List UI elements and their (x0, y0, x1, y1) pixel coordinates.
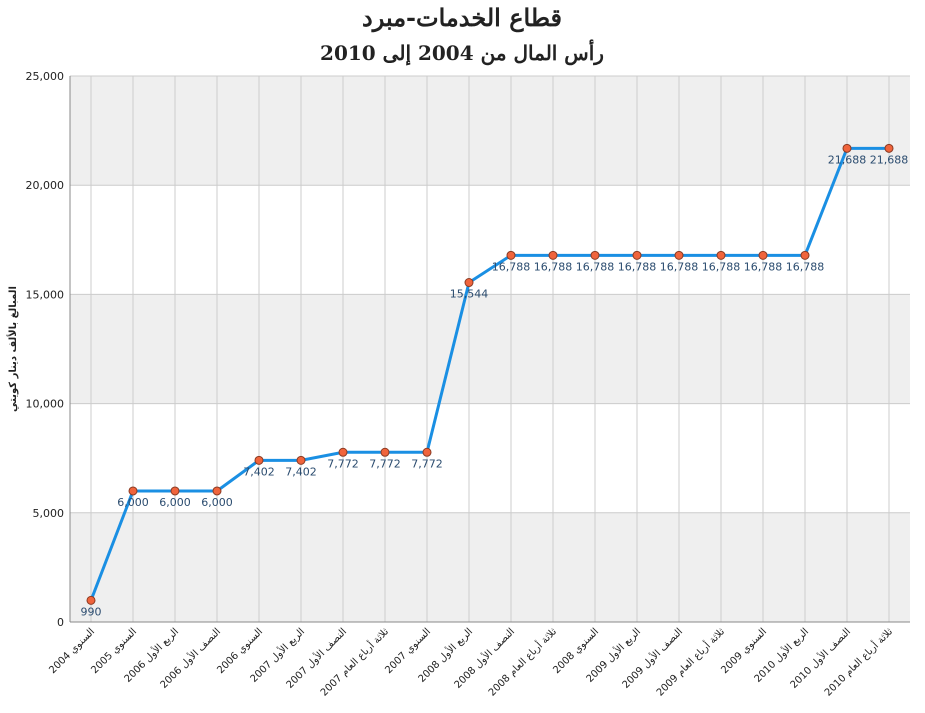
y-tick-label: 25,000 (26, 70, 65, 83)
y-axis-label: المبالغ بالألف دينار كويتي (6, 286, 19, 412)
data-point (506, 250, 516, 260)
x-tick-label: ثلاثة أرباع العام 2009 (653, 625, 727, 699)
data-label: 15,544 (450, 288, 489, 301)
y-tick-label: 20,000 (26, 179, 65, 192)
chart-title: قطاع الخدمات-مبرد (362, 3, 562, 33)
data-point (212, 486, 222, 496)
data-point (884, 143, 894, 153)
y-tick-label: 15,000 (26, 288, 65, 301)
data-label: 16,788 (786, 260, 825, 273)
data-point (254, 455, 264, 465)
x-tick-label: ثلاثة أرباع العام 2010 (821, 625, 895, 699)
data-point (296, 455, 306, 465)
data-label: 990 (81, 605, 102, 618)
data-point (632, 250, 642, 260)
data-label: 7,772 (369, 457, 401, 470)
grid-band (70, 512, 910, 622)
grid-band (70, 294, 910, 404)
data-point (86, 595, 96, 605)
x-tick-label: ثلاثة أرباع العام 2008 (485, 625, 559, 699)
data-label: 6,000 (201, 496, 233, 509)
data-label: 21,688 (870, 153, 909, 166)
data-point (842, 143, 852, 153)
data-label: 7,402 (243, 465, 275, 478)
data-line (89, 146, 889, 601)
data-label: 6,000 (159, 496, 191, 509)
data-label: 16,788 (744, 260, 783, 273)
data-point (590, 250, 600, 260)
data-label: 7,772 (327, 457, 359, 470)
data-point (128, 486, 138, 496)
chart-subtitle: رأس المال من 2004 إلى 2010 (320, 39, 604, 66)
data-label: 16,788 (576, 260, 615, 273)
data-point (758, 250, 768, 260)
data-label: 6,000 (117, 496, 149, 509)
data-point (548, 250, 558, 260)
data-label: 16,788 (702, 260, 741, 273)
data-point (170, 486, 180, 496)
y-tick-label: 5,000 (33, 507, 65, 520)
data-point (338, 447, 348, 457)
data-label: 16,788 (618, 260, 657, 273)
y-tick-label: 0 (57, 616, 64, 629)
data-label: 16,788 (534, 260, 573, 273)
data-point (464, 278, 474, 288)
data-point (422, 447, 432, 457)
data-label: 7,402 (285, 465, 317, 478)
x-tick-label: ثلاثة أرباع العام 2007 (317, 625, 391, 699)
data-point (674, 250, 684, 260)
data-point (800, 250, 810, 260)
data-label: 21,688 (828, 153, 867, 166)
data-point (380, 447, 390, 457)
data-label: 7,772 (411, 457, 443, 470)
data-point (716, 250, 726, 260)
data-label: 16,788 (660, 260, 699, 273)
y-tick-label: 10,000 (26, 398, 65, 411)
grid-band (70, 76, 910, 186)
data-label: 16,788 (492, 260, 531, 273)
